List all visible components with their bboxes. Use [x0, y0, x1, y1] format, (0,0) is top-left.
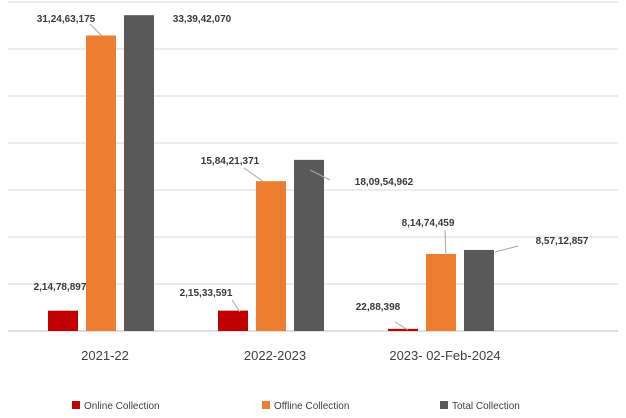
bar: [464, 249, 494, 331]
data-label: 22,88,398: [356, 302, 401, 313]
label-leader-lines: [89, 23, 519, 331]
label-leader-line: [444, 229, 447, 257]
label-leader-line: [231, 299, 241, 313]
data-label: 18,09,54,962: [355, 177, 414, 188]
data-labels: 2,14,78,897 31,24,63,175 33,39,42,070 2,15,…: [34, 14, 589, 313]
bar: [256, 181, 286, 331]
label-leader-line: [394, 321, 409, 331]
bars: [48, 15, 494, 332]
legend-swatch: [440, 401, 448, 409]
bar: [388, 328, 418, 331]
bar: [86, 35, 116, 332]
data-label: 2,15,33,591: [180, 288, 233, 299]
bar: [48, 310, 78, 331]
legend-swatch: [262, 401, 270, 409]
label-leader-line: [89, 23, 103, 37]
bar: [218, 310, 248, 331]
bar: [426, 253, 456, 331]
data-label: 15,84,21,371: [201, 156, 260, 167]
legend: Online Collection Offline Collection Total…: [72, 401, 520, 412]
data-label: 2,14,78,897: [34, 282, 87, 293]
data-label: 31,24,63,175: [37, 14, 96, 25]
data-label: 33,39,42,070: [173, 14, 232, 25]
bar: [124, 15, 154, 332]
bar: [294, 159, 324, 331]
x-tick-label: 2023- 02-Feb-2024: [389, 348, 500, 363]
data-label: 8,57,12,857: [536, 236, 589, 247]
label-leader-line: [494, 245, 519, 253]
legend-label: Offline Collection: [274, 401, 349, 412]
x-axis-ticks: 2021-22 2022-2023 2023- 02-Feb-2024: [81, 348, 501, 363]
legend-swatch: [72, 401, 80, 409]
legend-label: Total Collection: [452, 401, 520, 412]
label-leader-line: [243, 167, 265, 183]
data-label: 8,14,74,459: [402, 218, 455, 229]
x-tick-label: 2022-2023: [244, 348, 306, 363]
legend-label: Online Collection: [84, 401, 160, 412]
x-tick-label: 2021-22: [81, 348, 129, 363]
label-leader-line: [309, 169, 331, 181]
